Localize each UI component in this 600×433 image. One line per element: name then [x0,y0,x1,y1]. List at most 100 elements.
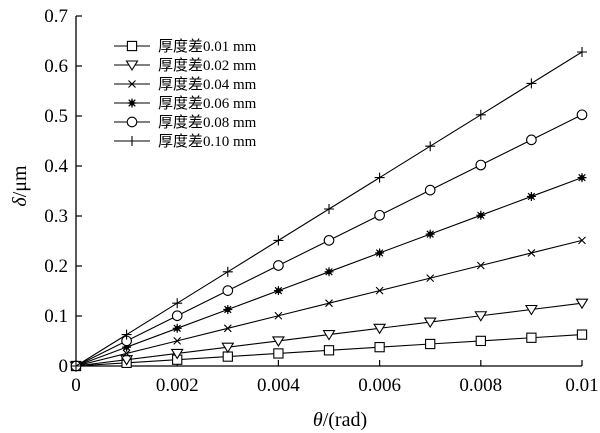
series-3 [72,236,586,370]
x-tick-label: 0.01 [565,375,598,396]
legend-item: 厚度差0.10 mm [114,133,257,150]
data-point [424,184,436,196]
x-axis-title-unit: /(rad) [323,409,367,431]
data-point [526,78,537,89]
star-marker-core [579,175,585,181]
y-axis-title: δ/μm [9,165,31,207]
data-point [322,330,336,341]
x-axis-title-symbol: θ [313,409,323,431]
legend-marker [126,40,138,52]
data-point [120,355,134,366]
data-point [476,261,485,270]
y-tick-label: 0.7 [44,6,68,27]
y-tick-label: 0 [59,356,69,377]
x-tick-label: 0.002 [156,375,199,396]
y-axis-title-unit: /μm [9,165,31,197]
x-tick-label: 0.004 [257,375,300,396]
data-point [221,342,235,354]
data-point [271,336,285,347]
data-point [576,329,588,340]
data-point [324,204,334,214]
legend-marker [126,116,138,128]
data-point [323,235,335,246]
data-point [423,317,437,329]
star-marker-core [225,306,231,313]
data-point [426,274,435,282]
data-point [222,285,234,297]
legend-item: 厚度差0.04 mm [114,76,257,93]
legend-marker [127,98,137,108]
tick-labels: 0 0.1 0.2 0.3 0.4 0.5 0.6 0.7 0 0.002 0.004 0.006 0.… [44,6,598,396]
series-4 [71,173,587,371]
data-point [324,267,334,277]
data-point [527,249,536,257]
data-point [222,351,233,362]
star-marker-core [377,250,383,256]
data-point [524,304,538,316]
data-point [223,324,232,333]
data-point [325,299,333,308]
data-point [577,173,587,183]
data-point [222,266,233,277]
data-point [171,310,183,322]
legend-label: 厚度差0.04 mm [158,76,257,93]
legend: 厚度差0.01 mm 厚度差0.02 mm 厚度差0.04 mm 厚度差0.06 mm… [114,38,257,150]
data-point [273,260,284,271]
data-point [374,209,385,221]
y-tick-label: 0.1 [44,306,68,327]
data-point [526,191,536,201]
x-tick-label: 0 [71,375,81,396]
data-point [172,323,182,333]
data-point [121,329,132,340]
data-point [475,159,487,171]
x-tick-label: 0.008 [459,375,502,396]
star-marker-core [326,269,332,275]
legend-label: 厚度差0.10 mm [158,133,257,150]
data-point [71,361,81,371]
legend-item: 厚度差0.01 mm [114,38,257,55]
data-point [577,47,587,57]
star-marker-core [528,193,535,200]
data-point [578,236,586,245]
legend-marker [127,136,137,146]
star-marker-core [174,325,180,331]
y-tick-label: 0.4 [44,156,68,177]
star-marker-core [129,100,135,106]
y-tick-label: 0.5 [44,106,68,127]
x-tick-label: 0.006 [358,375,401,396]
data-point [373,323,387,335]
data-point [476,210,486,220]
data-point [323,345,335,356]
data-point [474,311,488,322]
star-marker-core [275,288,281,294]
y-tick-label: 0.6 [44,56,68,77]
data-point [575,298,589,310]
star-marker-core [478,212,484,218]
series-5 [70,109,588,372]
series-group [69,47,589,373]
data-point [173,337,182,345]
legend-marker [128,80,136,88]
data-point [475,335,486,347]
data-point [576,109,588,121]
x-axis-title: θ/(rad) [313,409,367,431]
data-point [223,305,233,314]
y-tick-label: 0.3 [44,206,68,227]
data-point [425,229,435,239]
legend-item: 厚度差0.02 mm [114,57,257,74]
tick-marks [75,15,583,367]
data-point [374,172,385,183]
data-point [273,286,283,296]
star-marker-core [427,231,433,237]
legend-label: 厚度差0.02 mm [158,57,257,74]
series-6 [71,47,587,371]
data-point [172,298,183,309]
data-point [273,235,284,246]
data-point [526,134,537,146]
data-point [475,109,486,120]
legend-item: 厚度差0.06 mm [114,95,257,112]
data-point [526,332,537,343]
legend-marker [125,60,139,72]
legend-label: 厚度差0.06 mm [158,95,257,112]
